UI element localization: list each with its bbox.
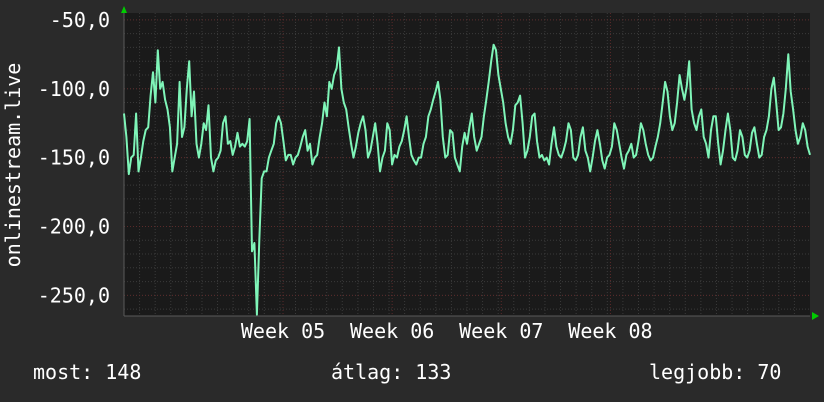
x-tick-label: Week 05: [241, 319, 325, 343]
y-tick-label: -50,0: [50, 8, 110, 32]
x-tick-label: Week 06: [350, 319, 434, 343]
x-axis-arrow: [812, 312, 819, 320]
y-axis-label: onlinestream.live: [1, 63, 25, 268]
grid-major: [124, 13, 810, 316]
x-tick-label: Week 07: [459, 319, 543, 343]
y-tick-label: -250,0: [38, 283, 110, 307]
average-value: átlag: 133: [331, 360, 452, 384]
x-axis-ticks: Week 05 Week 06 Week 07 Week 08: [241, 319, 653, 343]
series-line: [123, 43, 811, 316]
y-tick-label: -200,0: [38, 214, 110, 238]
y-axis-ticks: -50,0 -100,0 -150,0 -200,0 -250,0: [38, 8, 110, 307]
current-value: most: 148: [33, 360, 142, 384]
y-tick-label: -150,0: [38, 146, 110, 170]
max-value: legjobb: 70: [649, 360, 782, 384]
y-tick-label: -100,0: [38, 77, 110, 101]
y-axis-arrow: [121, 6, 127, 13]
x-tick-label: Week 08: [568, 319, 652, 343]
